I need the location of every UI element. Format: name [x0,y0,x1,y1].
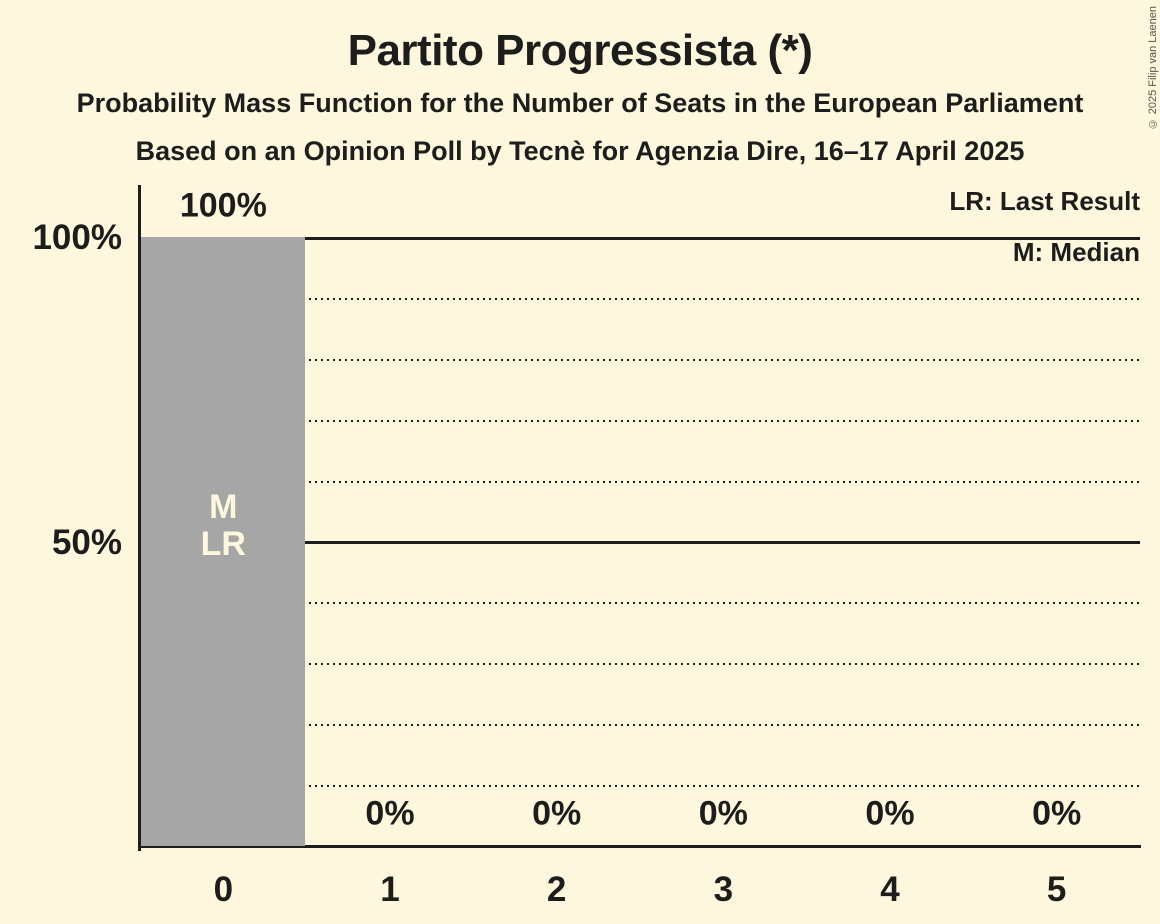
bar-value-label-seats-4: 0% [865,794,915,833]
x-axis-label-seats-4: 4 [880,870,900,909]
chart-subtitle-line2: Based on an Opinion Poll by Tecnè for Ag… [135,136,1025,166]
x-axis-label-seats-0: 0 [213,870,234,909]
gridline-dotted-20 [141,724,1140,727]
gridline-dotted-70 [141,419,1140,422]
x-axis-label-seats-1: 1 [380,870,400,909]
bar-value-label-seats-3: 0% [698,794,748,833]
bar-value-label-seats-1: 0% [365,794,415,833]
gridline-dotted-80 [141,358,1140,361]
bar-value-label-seats-5: 0% [1032,794,1082,833]
median-last-result-marker: M LR [201,489,246,563]
gridline-dotted-10 [141,785,1140,788]
marker-line-lr: LR [200,525,246,563]
x-axis-label-seats-3: 3 [713,870,734,909]
x-axis-baseline [138,844,1141,848]
x-axis-label-seats-2: 2 [546,870,567,909]
marker-line-m: M [209,488,238,526]
bar-value-label-seats-0: 100% [179,186,267,225]
y-axis-tick-label-100: 100% [32,218,122,257]
gridline-dotted-40 [141,602,1140,605]
legend-last-result: LR: Last Result [949,186,1140,216]
gridline-dotted-30 [141,663,1140,666]
y-axis-line [138,185,141,851]
gridline-solid-50 [141,541,1140,544]
chart-title: Partito Progressista (*) [347,26,813,75]
bar-seats-0 [141,237,305,846]
y-axis-tick-label-50: 50% [51,522,122,562]
gridline-dotted-60 [141,480,1140,483]
gridline-solid-100 [141,236,1140,240]
bar-value-label-seats-2: 0% [532,794,582,833]
legend-median: M: Median [1012,237,1140,267]
chart-subtitle-line1: Probability Mass Function for the Number… [76,88,1084,118]
x-axis-label-seats-5: 5 [1046,870,1067,909]
gridline-dotted-90 [141,297,1140,300]
